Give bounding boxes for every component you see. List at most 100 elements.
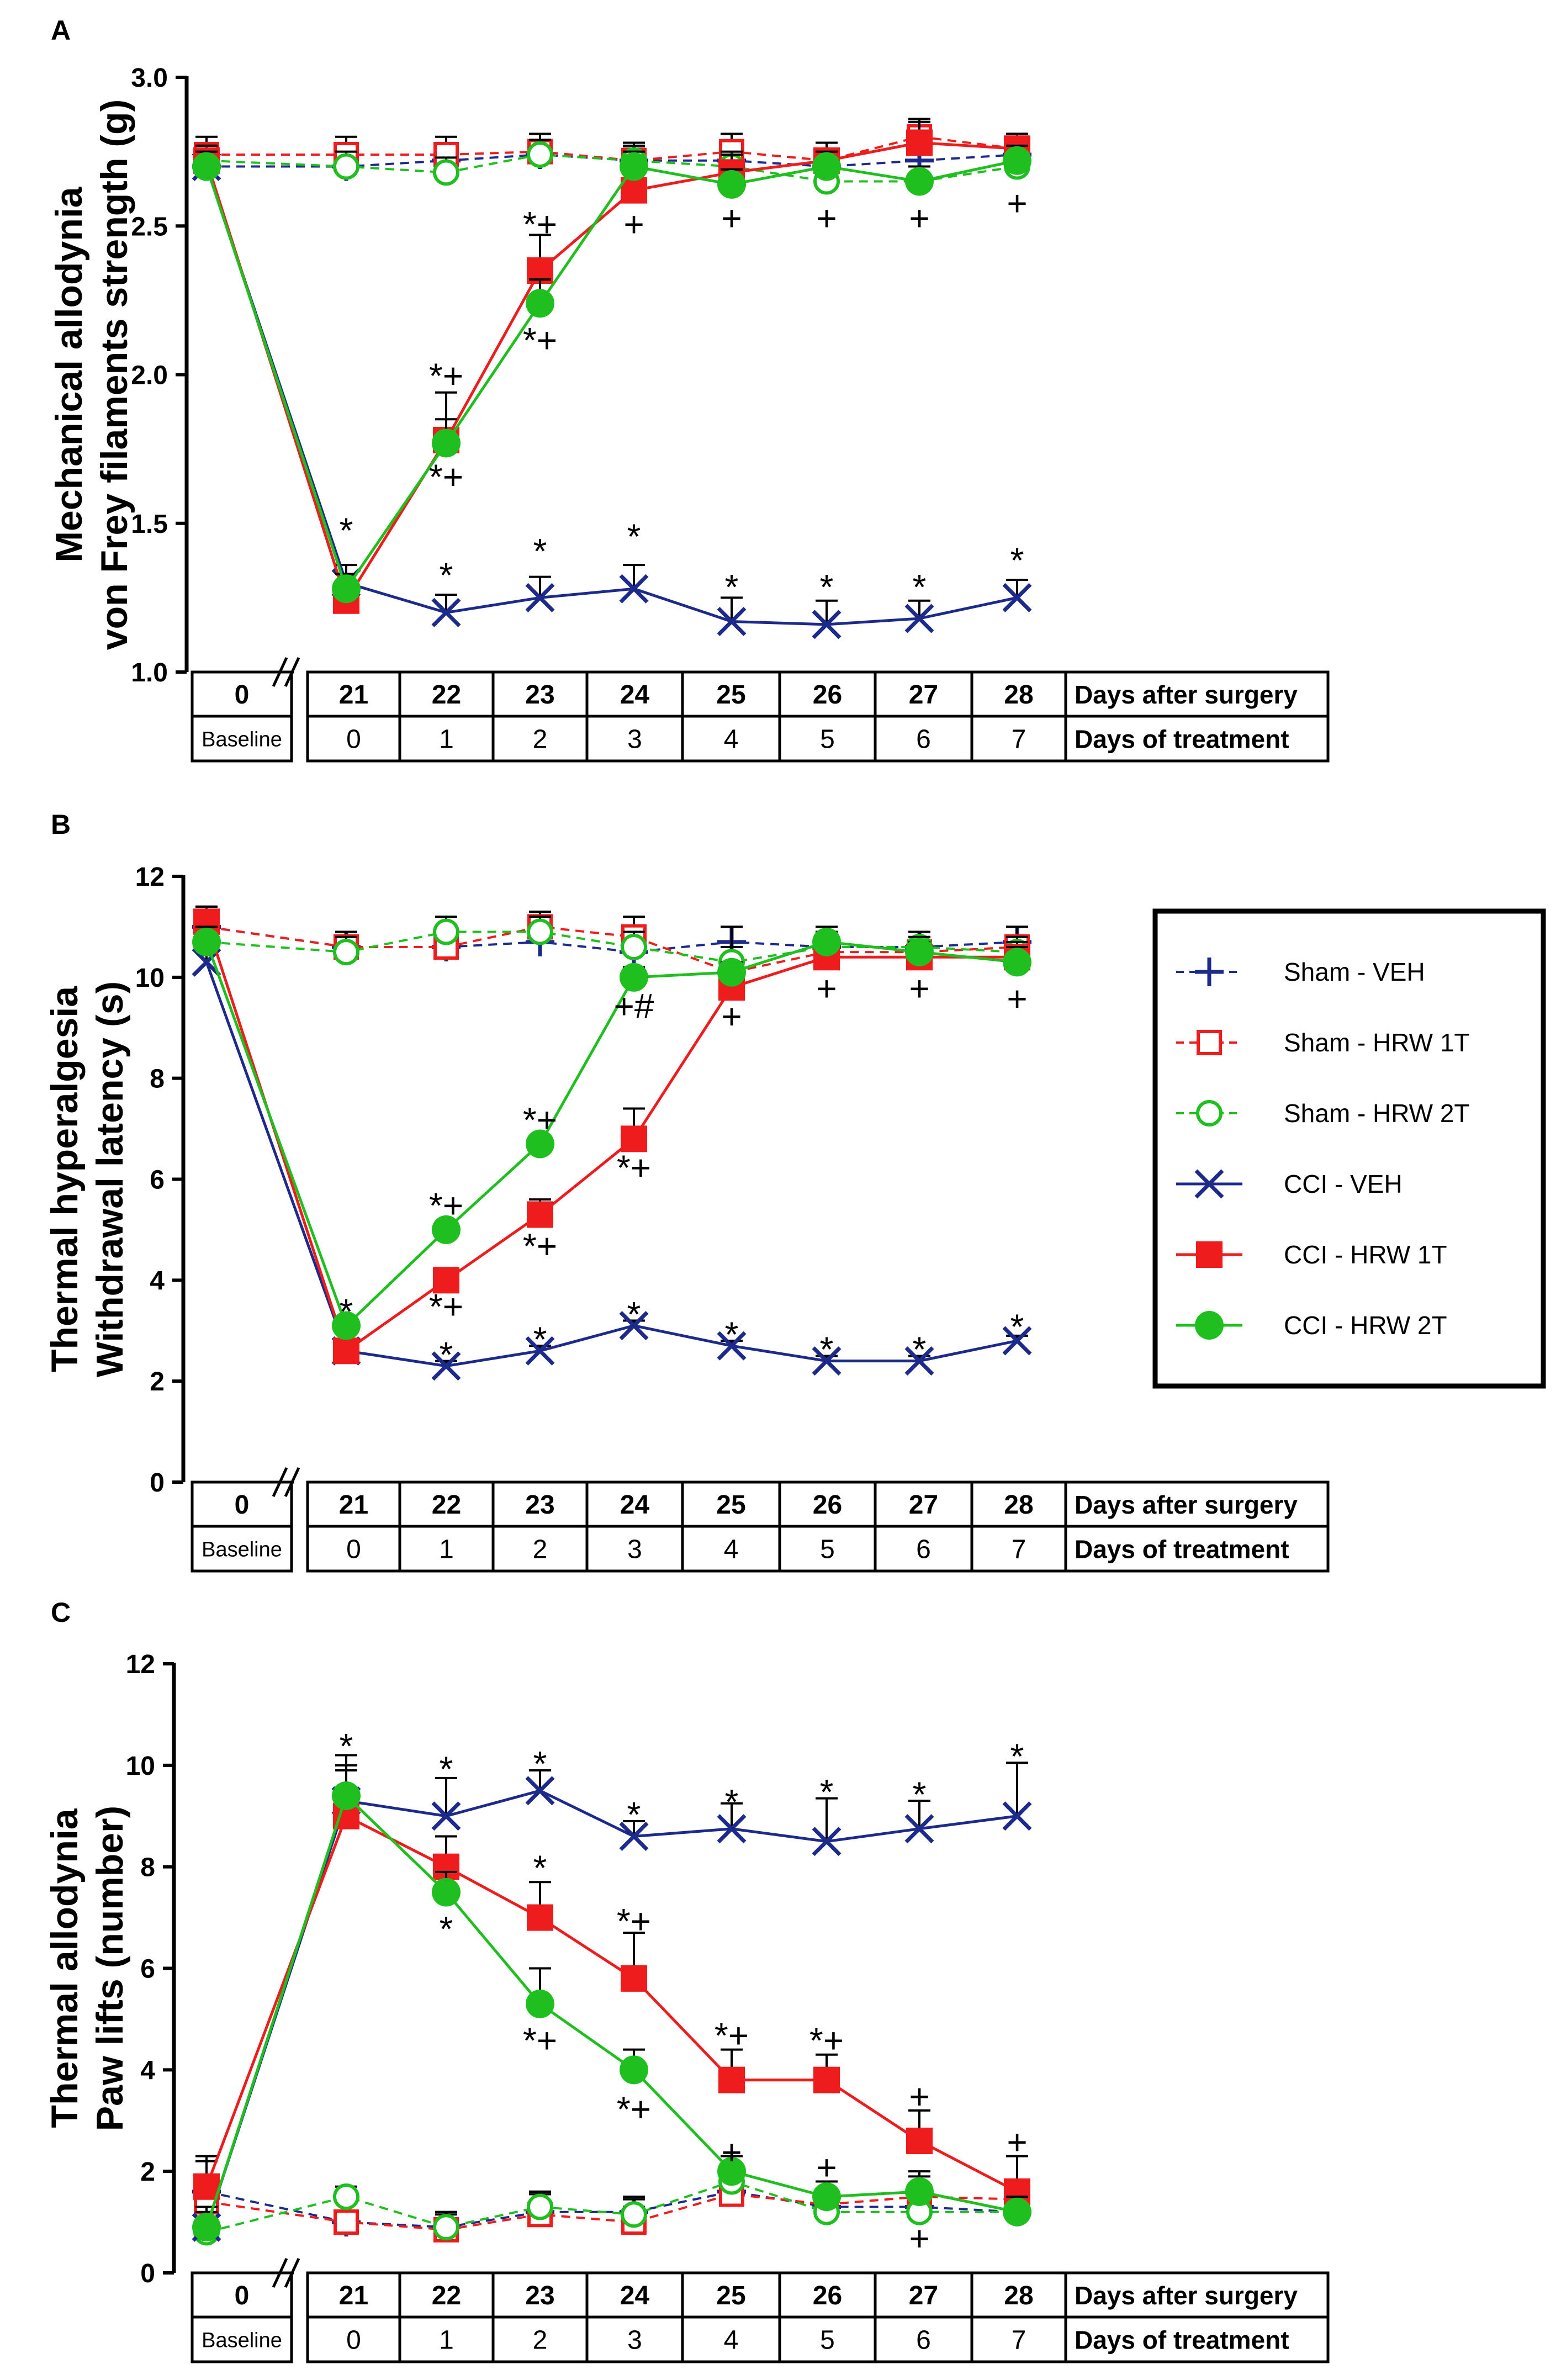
data-point [812, 1827, 842, 1857]
y-axis-label: Mechanical allodyniavon Frey filaments s… [48, 99, 135, 650]
significance-mark: * [533, 1848, 547, 1888]
significance-mark: * [913, 1330, 927, 1369]
significance-mark: + [721, 996, 742, 1036]
significance-mark: *+ [809, 2021, 844, 2060]
legend-item: CCI - HRW 2T [1176, 1311, 1447, 1340]
significance-annotations: * * * * * * * * *+ *+ *+ *+ *+ +# + + + + [340, 969, 1028, 1374]
data-point [621, 2201, 647, 2228]
y-axis-label-line2: Paw lifts (number) [89, 1806, 131, 2131]
significance-mark: +# [614, 986, 654, 1026]
panel-a: A Mechanical allodyniavon Frey filaments … [48, 15, 1330, 763]
data-point [619, 1311, 649, 1341]
data-point [718, 2066, 745, 2093]
days-after-surgery-cell: 26 [813, 1490, 842, 1520]
legend-marker [1194, 1169, 1224, 1199]
significance-mark: * [533, 1319, 547, 1359]
data-point [332, 574, 361, 604]
significance-mark: + [816, 2148, 837, 2187]
y-tick-label: 1.5 [131, 510, 168, 539]
data-point [812, 152, 841, 181]
series-sham-hrw-2t [193, 2165, 1030, 2246]
days-of-treatment-cell: 7 [1012, 725, 1026, 754]
data-point [813, 2066, 840, 2093]
significance-mark: *+ [523, 1226, 557, 1266]
axis-gap [293, 1479, 306, 1485]
significance-mark: *+ [617, 2089, 651, 2129]
days-after-surgery-cell: 25 [716, 680, 745, 710]
significance-annotations: * * * * * * * * * * *+ *+ *+ *+ + *+ + + + + [340, 1726, 1028, 2259]
data-point [192, 2213, 221, 2242]
legend-box [1152, 908, 1546, 1389]
axis-break-mark [272, 657, 288, 687]
days-after-surgery-cell: 0 [235, 2281, 250, 2310]
series-sham-veh [192, 2160, 1031, 2242]
y-axis-label-line1: Mechanical allodynia [48, 186, 90, 562]
series-sham-hrw-1t [194, 905, 1030, 985]
data-point [433, 918, 459, 945]
significance-mark: + [816, 198, 837, 238]
data-point [433, 159, 459, 186]
significance-mark: * [440, 555, 453, 595]
y-tick-label: 4 [150, 1266, 165, 1295]
y-axis-label-line2: von Frey filaments strength (g) [93, 99, 135, 650]
days-of-treatment-cell: 2 [533, 2326, 548, 2355]
data-point [904, 604, 934, 633]
days-of-treatment-cell: 4 [724, 725, 739, 754]
data-point [1002, 583, 1032, 612]
days-after-surgery-cell: 23 [525, 1490, 554, 1520]
data-point [432, 429, 461, 458]
significance-mark: + [721, 198, 742, 238]
axis-break-mark [272, 1467, 288, 1498]
significance-mark: * [440, 1909, 453, 1949]
row-label-surgery: Days after surgery [1075, 680, 1298, 709]
significance-mark: * [533, 1744, 547, 1784]
series-cci-hrw-2t [192, 1754, 1031, 2242]
axis-gap [293, 2270, 306, 2276]
panel-letter: A [51, 15, 71, 46]
legend-marker [1195, 1311, 1224, 1340]
data-point [1003, 948, 1031, 977]
data-point [905, 167, 934, 196]
data-point [812, 927, 841, 956]
series-line [205, 166, 1018, 626]
y-tick-label: 2.0 [131, 361, 168, 390]
series-cci-veh [192, 1762, 1032, 2242]
data-point [431, 1801, 461, 1831]
significance-mark: * [1010, 1736, 1024, 1776]
data-point [333, 153, 359, 180]
significance-mark: * [725, 1782, 739, 1822]
data-point [431, 597, 461, 627]
y-tick-label: 8 [140, 1853, 155, 1882]
days-of-treatment-cell: 0 [346, 1535, 361, 1564]
y-tick-label: 12 [126, 1650, 155, 1679]
data-point [905, 2177, 934, 2206]
days-of-treatment-cell: 6 [916, 725, 931, 754]
significance-mark: *+ [617, 1901, 651, 1941]
days-of-treatment-cell: 5 [820, 725, 835, 754]
days-of-treatment-cell: 4 [724, 2326, 739, 2355]
y-tick-label: 1.0 [131, 658, 168, 687]
series-cci-veh [192, 945, 1032, 1381]
days-of-treatment-cell: 5 [820, 2326, 835, 2355]
days-after-surgery-cell: 27 [909, 1490, 938, 1520]
significance-mark: * [913, 567, 927, 607]
days-of-treatment-cell: 5 [820, 1535, 835, 1564]
data-point [527, 2193, 553, 2220]
y-tick-label: 6 [140, 1955, 155, 1984]
data-point [525, 1776, 555, 1806]
days-of-treatment-cell: 7 [1012, 2326, 1026, 2355]
baseline-cell: Baseline [202, 728, 282, 752]
panel-b: B Thermal hyperalgesiaWithdrawal latency … [44, 809, 1330, 1573]
y-tick-label: 4 [140, 2056, 155, 2085]
days-after-surgery-cell: 28 [1004, 2281, 1033, 2310]
days-after-surgery-cell: 27 [909, 2281, 938, 2310]
panel-letter: C [51, 1597, 71, 1628]
series-line [205, 921, 1017, 1353]
row-label-treatment: Days of treatment [1075, 2326, 1289, 2355]
significance-mark: * [1010, 540, 1024, 580]
data-point [812, 610, 842, 639]
legend-label: CCI - HRW 2T [1284, 1311, 1447, 1340]
legend: Sham - VEH Sham - HRW 1T Sham - HRW 2T CCI … [1152, 908, 1546, 1389]
row-label-treatment: Days of treatment [1075, 725, 1289, 754]
